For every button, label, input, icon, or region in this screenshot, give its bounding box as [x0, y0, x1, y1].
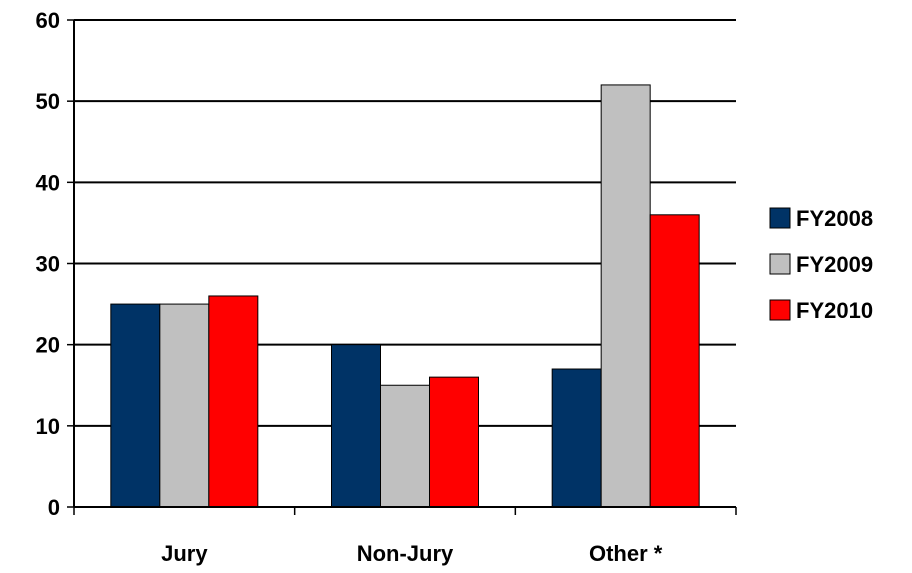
- bar-fy2010-2: [649, 214, 700, 508]
- bar-fy2008-0: [110, 303, 161, 508]
- x-category-labels: Jury Non-Jury Other *: [161, 541, 663, 566]
- legend: FY2008 FY2009 FY2010: [769, 206, 873, 323]
- y-tick-labels: 0 10 20 30 40 50 60: [36, 8, 60, 520]
- bar-fy2008-1: [331, 344, 381, 508]
- y-tick-label: 0: [48, 495, 60, 520]
- axes: [67, 19, 737, 515]
- legend-label-fy2009: FY2009: [796, 252, 873, 277]
- y-tick-label: 40: [36, 170, 60, 195]
- y-tick-label: 20: [36, 333, 60, 358]
- legend-label-fy2008: FY2008: [796, 206, 873, 231]
- bars: [110, 84, 700, 508]
- bar-fy2010-0: [208, 295, 259, 508]
- y-tick-label: 30: [36, 252, 60, 277]
- bar-fy2009-1: [380, 384, 430, 508]
- x-category-label: Other *: [589, 541, 663, 566]
- bar-fy2008-2: [551, 368, 602, 508]
- bar-fy2009-2: [600, 84, 651, 508]
- y-tick-label: 60: [36, 8, 60, 33]
- legend-swatch-fy2009: [769, 253, 791, 275]
- legend-swatch-fy2010: [769, 299, 791, 321]
- bar-fy2009-0: [159, 303, 210, 508]
- x-category-label: Jury: [161, 541, 208, 566]
- bar-fy2010-1: [429, 376, 479, 508]
- x-category-label: Non-Jury: [357, 541, 454, 566]
- y-tick-label: 50: [36, 89, 60, 114]
- legend-label-fy2010: FY2010: [796, 298, 873, 323]
- y-tick-label: 10: [36, 414, 60, 439]
- legend-swatch-fy2008: [769, 207, 791, 229]
